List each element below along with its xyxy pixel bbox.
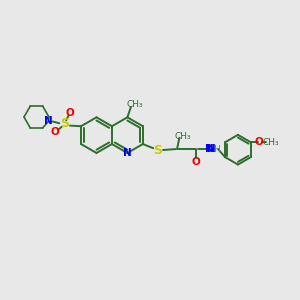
Text: O: O xyxy=(192,157,201,166)
Text: N: N xyxy=(207,144,216,154)
Text: N: N xyxy=(205,144,214,154)
Text: CH₃: CH₃ xyxy=(262,138,279,147)
Text: CH₃: CH₃ xyxy=(175,131,191,140)
Text: S: S xyxy=(60,117,69,130)
Text: H: H xyxy=(213,145,220,154)
Text: CH₃: CH₃ xyxy=(126,100,143,109)
Text: N: N xyxy=(123,148,132,158)
Text: N: N xyxy=(44,116,53,127)
Text: S: S xyxy=(153,144,162,157)
Text: H: H xyxy=(209,145,216,154)
Text: O: O xyxy=(66,108,74,118)
Text: O: O xyxy=(51,127,60,137)
Text: O: O xyxy=(255,137,263,147)
